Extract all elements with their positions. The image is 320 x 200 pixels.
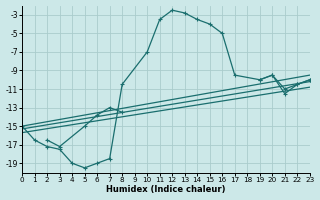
X-axis label: Humidex (Indice chaleur): Humidex (Indice chaleur) xyxy=(106,185,226,194)
